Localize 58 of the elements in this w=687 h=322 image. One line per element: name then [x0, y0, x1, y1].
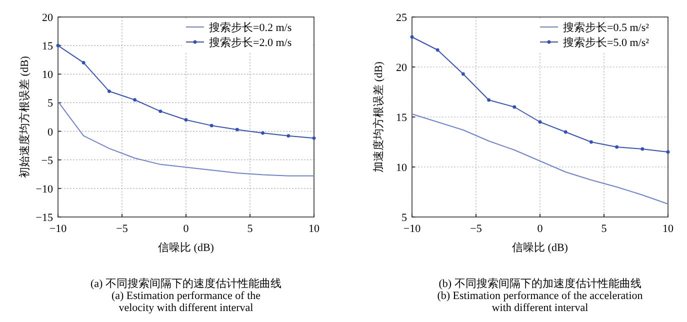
y-tick-label: −5	[41, 154, 54, 167]
x-axis-title: 信噪比 (dB)	[158, 241, 214, 254]
y-tick-label: 5	[402, 212, 408, 224]
point	[210, 124, 214, 128]
text: velocity with different interval	[118, 302, 254, 314]
x-tick-label: 10	[308, 223, 320, 235]
y-axis-title: 初始速度均方根误差 (dB)	[18, 56, 31, 178]
point	[133, 98, 136, 102]
point	[82, 61, 86, 64]
y-tick-label: −10	[36, 183, 54, 196]
y-tick-label: 0	[48, 126, 54, 138]
legend-label: 搜索步长=0.5 m/s²	[563, 21, 650, 34]
point	[184, 118, 188, 122]
x-tick-label: −5	[470, 223, 482, 235]
x-axis-title: 信噪比 (dB)	[512, 241, 568, 254]
line-series	[58, 101, 314, 176]
point	[410, 35, 414, 39]
y-tick-label: 10	[42, 69, 54, 82]
y-tick-label: 20	[42, 12, 54, 24]
y-tick-label: 5	[48, 98, 54, 110]
x-tick-label: −5	[116, 223, 128, 235]
text: (a) 不同搜索间隔下的速度估计性能曲线	[90, 277, 282, 290]
text: with different interval	[492, 302, 588, 314]
legend-label: 搜索步长=5.0 m/s²	[563, 36, 650, 49]
point	[158, 110, 162, 113]
y-axis-title: 加速度均方根误差 (dB)	[372, 61, 385, 172]
point	[538, 120, 542, 124]
point	[286, 134, 290, 138]
legend-label: 搜索步长=2.0 m/s	[209, 36, 292, 49]
text: (a) Estimation performance of the	[111, 290, 261, 302]
y-tick-label: 20	[396, 62, 408, 74]
point	[108, 90, 111, 93]
point	[564, 130, 568, 134]
point	[487, 98, 490, 102]
x-tick-label: 5	[601, 223, 608, 235]
x-tick-label: 10	[662, 223, 674, 235]
y-tick-label: 15	[396, 112, 408, 124]
y-tick-label: 25	[396, 12, 408, 24]
point	[236, 128, 239, 132]
line-series	[412, 114, 668, 204]
text: (b) Estimation performance of the acceleration	[437, 290, 644, 302]
point	[666, 150, 670, 154]
point	[590, 140, 593, 144]
x-tick-label: 5	[247, 223, 254, 235]
point	[615, 145, 618, 149]
point	[462, 72, 465, 76]
point	[512, 105, 516, 109]
x-tick-label: 0	[183, 223, 190, 235]
text: (b) 不同搜索间隔下的加速度估计性能曲线	[438, 277, 642, 290]
x-tick-label: 0	[537, 223, 544, 235]
legend-label: 搜索步长=0.2 m/s	[209, 21, 292, 34]
point	[436, 48, 440, 52]
y-tick-label: −15	[36, 212, 54, 224]
point	[261, 131, 264, 135]
y-tick-label: 15	[42, 40, 54, 53]
point	[640, 147, 644, 151]
point	[312, 136, 316, 140]
y-tick-label: 10	[396, 162, 408, 174]
